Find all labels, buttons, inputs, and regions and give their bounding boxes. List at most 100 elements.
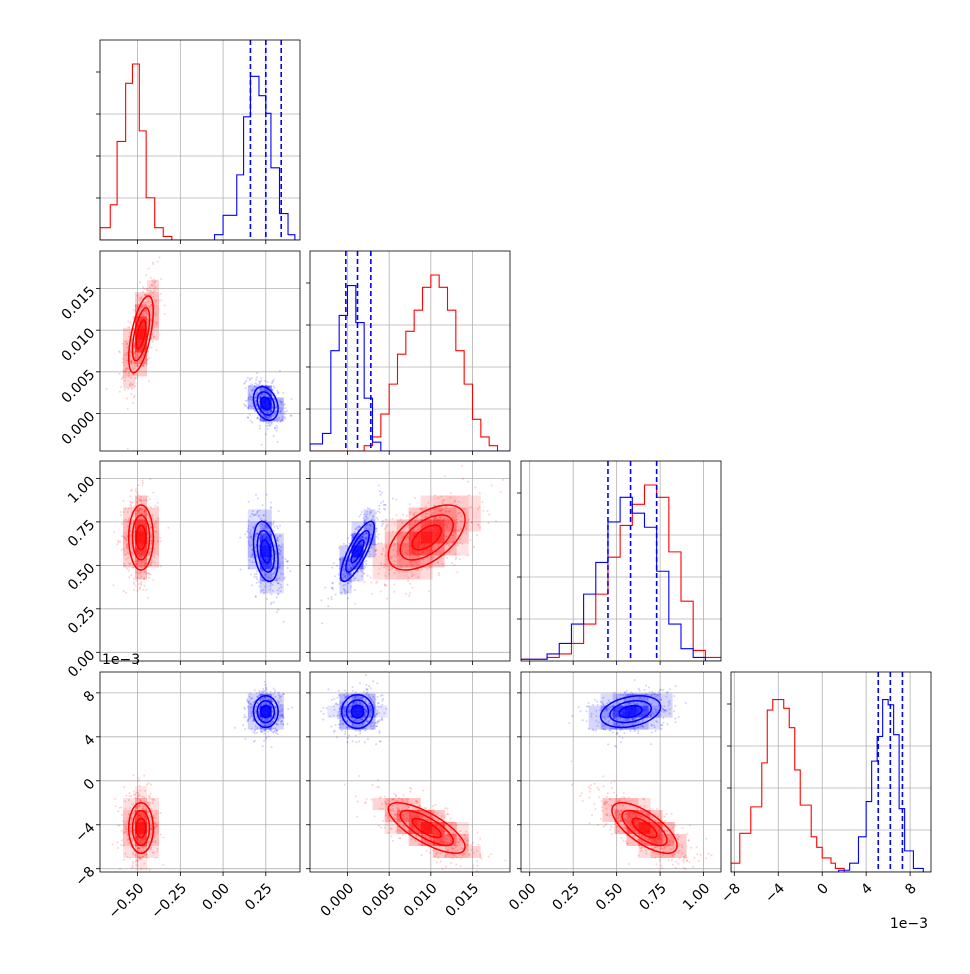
scatter-point [264, 690, 266, 692]
panel-frame [310, 251, 510, 451]
density-cell [469, 496, 481, 508]
scatter-point [393, 591, 395, 593]
scatter-point [472, 842, 474, 844]
scatter-point [326, 707, 328, 709]
scatter-point [259, 383, 261, 385]
scatter-point [133, 396, 135, 398]
scatter-point [371, 593, 373, 595]
scatter-point [331, 587, 333, 589]
scatter-point [363, 568, 365, 570]
scatter-point [255, 382, 257, 384]
scatter-point [123, 590, 125, 592]
scatter-point [143, 775, 145, 777]
scatter-point [359, 516, 361, 518]
scatter-point [352, 740, 354, 742]
scatter-point [376, 786, 378, 788]
scatter-point [331, 567, 333, 569]
scatter-point [120, 511, 122, 513]
scatter-point [376, 530, 378, 532]
scatter-point [152, 262, 154, 264]
scatter-point [250, 420, 252, 422]
scatter-point [378, 825, 380, 827]
scatter-point [244, 728, 246, 730]
scatter-point [390, 836, 392, 838]
histogram-red [310, 275, 510, 451]
scatter-point [385, 585, 387, 587]
scatter-point [472, 867, 474, 869]
scatter-point [451, 562, 453, 564]
scatter-point [287, 723, 289, 725]
scatter-point [504, 860, 506, 862]
scatter-point [254, 410, 256, 412]
scatter-point [149, 889, 151, 891]
panel-content [310, 450, 524, 661]
scatter-point [355, 795, 357, 797]
scatter-point [257, 498, 259, 500]
scatter-point [256, 377, 258, 379]
scatter-point [145, 274, 147, 276]
scatter-point [121, 830, 123, 832]
scatter-point [377, 519, 379, 521]
scatter-point [482, 501, 484, 503]
scatter-point [354, 603, 356, 605]
panel-content [310, 251, 510, 451]
scatter-point [330, 726, 332, 728]
scatter-point [444, 807, 446, 809]
scatter-point [467, 481, 469, 483]
scatter-point [142, 589, 144, 591]
density-cell [397, 544, 409, 556]
scatter-point [376, 528, 378, 530]
scatter-point [274, 691, 276, 693]
scatter-point [324, 587, 326, 589]
scatter-point [142, 484, 144, 486]
scatter-point [502, 479, 504, 481]
scatter-point [243, 383, 245, 385]
scatter-point [262, 504, 264, 506]
scatter-point [277, 441, 279, 443]
scatter-point [244, 714, 246, 716]
scatter-point [254, 576, 256, 578]
scatter-point [256, 570, 258, 572]
scatter-point [488, 514, 490, 516]
scatter-point [414, 497, 416, 499]
scatter-point [380, 502, 382, 504]
scatter-point [127, 448, 129, 450]
scatter-point [266, 425, 268, 427]
scatter-point [273, 601, 275, 603]
scatter-point [344, 731, 346, 733]
scatter-point [473, 546, 475, 548]
scatter-point [358, 775, 360, 777]
scatter-point [119, 868, 121, 870]
scatter-point [282, 392, 284, 394]
scatter-point [488, 887, 490, 889]
scatter-point [129, 792, 131, 794]
histogram-blue [310, 286, 510, 451]
scatter-point [250, 574, 252, 576]
scatter-point [277, 609, 279, 611]
scatter-point [157, 261, 159, 263]
scatter-point [291, 398, 293, 400]
scatter-point [470, 844, 472, 846]
scatter-point [410, 788, 412, 790]
density-cell [364, 509, 376, 521]
scatter-point [276, 596, 278, 598]
y-tick-label: 0.75 [65, 517, 98, 550]
scatter-point [159, 537, 161, 539]
scatter-point [256, 576, 258, 578]
scatter-point [479, 492, 481, 494]
density-cell [147, 280, 159, 292]
scatter-point [344, 784, 346, 786]
scatter-point [270, 691, 272, 693]
scatter-point [429, 852, 431, 854]
scatter-point [154, 505, 156, 507]
y-tick-label: 0.00 [65, 647, 98, 680]
scatter-point [276, 390, 278, 392]
scatter-point [274, 427, 276, 429]
scatter-point [371, 799, 373, 801]
scatter-point [382, 523, 384, 525]
scatter-point [114, 798, 116, 800]
scatter-point [435, 804, 437, 806]
scatter-point [378, 505, 380, 507]
scatter-red [106, 257, 166, 450]
panel-content [100, 40, 300, 240]
